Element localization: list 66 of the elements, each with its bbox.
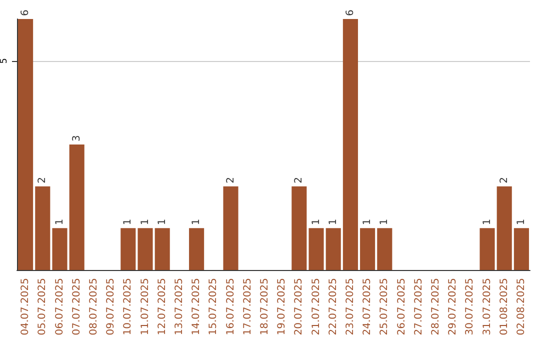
x-tick-label: 24.07.2025 [362,278,374,336]
data-label: 1 [379,218,390,226]
x-tick-label: 26.07.2025 [396,278,408,336]
x-tick-label: 16.07.2025 [225,278,236,336]
bar [154,228,170,270]
bar [480,228,495,270]
x-tick-label: 06.07.2025 [54,278,66,336]
bar [308,228,324,270]
bar [189,228,204,270]
data-label: 1 [516,218,527,226]
x-tick-label: 12.07.2025 [156,278,168,336]
x-tick-label: 02.08.2025 [516,278,527,336]
bar [326,228,341,270]
data-label: 1 [310,218,322,226]
x-tick-label: 20.07.2025 [294,278,305,336]
x-tick-label: 29.07.2025 [448,278,459,336]
bar [120,228,136,270]
data-label: 1 [191,218,202,226]
x-tick-label: 14.07.2025 [191,278,202,336]
x-tick-label: 07.07.2025 [71,278,82,336]
bar [35,186,50,270]
x-tick-label: 25.07.2025 [379,278,390,336]
data-label: 2 [294,176,305,184]
x-tick-label: 21.07.2025 [310,278,322,336]
bar [342,19,358,270]
data-label: 6 [20,10,32,16]
data-label: 3 [71,135,82,142]
x-tick-label: 22.07.2025 [328,278,339,336]
x-tick-label: 17.07.2025 [242,278,254,336]
data-label: 1 [156,218,168,226]
data-label: 2 [225,176,236,184]
data-label: 6 [344,10,356,16]
data-label: 1 [54,218,66,226]
x-tick-label: 15.07.2025 [208,278,220,336]
x-tick-label: 28.07.2025 [430,278,442,336]
x-tick-label: 10.07.2025 [122,278,134,336]
x-tick-label: 05.07.2025 [37,278,48,336]
data-label: 1 [122,218,134,226]
x-tick-label: 31.07.2025 [482,278,493,336]
x-tick-label: 23.07.2025 [344,278,356,336]
bar [360,228,376,270]
data-label: 1 [328,218,339,226]
x-tick-label: 08.07.2025 [88,278,100,336]
x-tick-label: 18.07.2025 [259,278,270,336]
bar [52,228,68,270]
bar [69,144,84,270]
data-label: 2 [498,176,510,184]
data-label: 1 [482,218,493,226]
y-tick-label: 5 [0,58,10,64]
bar [514,228,529,270]
bar [496,186,512,270]
data-label: 1 [140,218,151,226]
x-tick-label: 19.07.2025 [276,278,288,336]
data-label: 2 [37,176,48,184]
x-tick-label: 30.07.2025 [464,278,476,336]
x-tick-label: 13.07.2025 [174,278,185,336]
bar [223,186,238,270]
bar [292,186,307,270]
x-tick-label: 09.07.2025 [106,278,117,336]
data-label: 1 [362,218,374,226]
x-tick-label: 04.07.2025 [20,278,32,336]
bar [138,228,153,270]
x-tick-label: 01.08.2025 [498,278,510,336]
bar [377,228,392,270]
x-tick-label: 11.07.2025 [140,278,151,336]
x-tick-label: 27.07.2025 [413,278,424,336]
